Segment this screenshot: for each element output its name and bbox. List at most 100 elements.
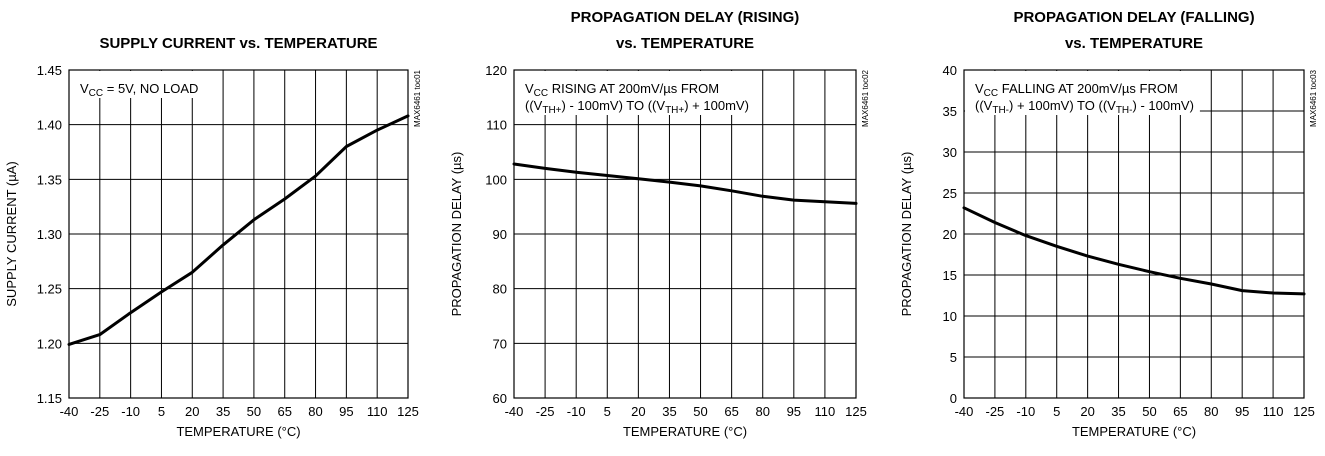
y-tick-label: 0 — [950, 391, 957, 406]
annotation-background — [965, 71, 1200, 115]
y-tick-label: 100 — [485, 172, 507, 187]
plot-frame — [963, 69, 1305, 399]
y-tick-label: 15 — [943, 268, 957, 283]
chart-annotation-line: VCC = 5V, NO LOAD — [80, 81, 198, 99]
x-tick-label: 95 — [787, 404, 801, 419]
chart-3: PROPAGATION DELAY (FALLING) vs. TEMPERATU… — [899, 9, 1318, 439]
y-tick-label: 110 — [486, 118, 507, 133]
annotation-subscript: TH+ — [665, 105, 684, 116]
chart-title: SUPPLY CURRENT vs. TEMPERATURE — [99, 35, 377, 52]
y-tick-label: 60 — [493, 391, 507, 406]
plot-frame — [68, 69, 409, 399]
y-tick-label: 1.20 — [37, 336, 62, 351]
data-series-line — [962, 206, 1306, 296]
annotation-text: FALLING AT 200mV/µs FROM — [998, 81, 1178, 96]
x-tick-label: 80 — [308, 404, 322, 419]
x-tick-label: -25 — [986, 404, 1005, 419]
chart-2: PROPAGATION DELAY (RISING) vs. TEMPERATUR… — [449, 9, 870, 439]
x-tick-label: 65 — [724, 404, 738, 419]
y-tick-label: 35 — [943, 104, 957, 119]
x-tick-label: -10 — [1016, 404, 1035, 419]
annotation-subscript: CC — [984, 88, 998, 99]
y-tick-label: 1.40 — [37, 118, 62, 133]
annotation-background — [70, 71, 205, 98]
x-tick-label: 110 — [367, 404, 388, 419]
y-tick-label: 40 — [943, 63, 957, 78]
y-axis-label: PROPAGATION DELAY (µs) — [449, 152, 464, 317]
x-axis-label: TEMPERATURE (°C) — [1072, 424, 1196, 439]
x-tick-label: 20 — [185, 404, 199, 419]
annotation-text: ) + 100mV) — [684, 98, 749, 113]
y-tick-label: 1.15 — [37, 391, 62, 406]
x-tick-label: 65 — [277, 404, 291, 419]
x-tick-label: 65 — [1173, 404, 1187, 419]
y-tick-label: 120 — [485, 63, 507, 78]
annotation-text: V — [80, 81, 89, 96]
chart-annotation-line: VCC RISING AT 200mV/µs FROM — [525, 81, 719, 99]
x-tick-label: -10 — [567, 404, 586, 419]
data-series-line — [67, 114, 410, 346]
x-tick-label: 50 — [1142, 404, 1156, 419]
chart-1: SUPPLY CURRENT vs. TEMPERATURE VCC = 5V, … — [4, 35, 422, 439]
figure-code: MAX6461 toc01 — [413, 69, 422, 126]
annotation-text: ((V — [975, 98, 993, 113]
chart-title: vs. TEMPERATURE — [616, 35, 754, 52]
x-tick-label: 125 — [1293, 404, 1315, 419]
y-tick-label: 70 — [493, 336, 507, 351]
x-tick-label: 35 — [216, 404, 230, 419]
annotation-text: V — [525, 81, 534, 96]
y-axis-label: SUPPLY CURRENT (µA) — [4, 161, 19, 306]
y-tick-label: 1.45 — [37, 63, 62, 78]
annotation-text: ) - 100mV) — [1133, 98, 1194, 113]
x-tick-label: -40 — [60, 404, 79, 419]
x-tick-label: 5 — [158, 404, 165, 419]
annotation-text: ) - 100mV) TO ((V — [562, 98, 666, 113]
x-tick-label: 110 — [815, 404, 836, 419]
x-tick-label: 110 — [1263, 404, 1284, 419]
annotation-text: ((V — [525, 98, 543, 113]
figure-code: MAX6461 toc03 — [1309, 69, 1318, 126]
chart-annotation-line: VCC FALLING AT 200mV/µs FROM — [975, 81, 1178, 99]
x-tick-label: -40 — [955, 404, 974, 419]
annotation-background — [515, 71, 755, 115]
x-axis-label: TEMPERATURE (°C) — [623, 424, 747, 439]
x-tick-label: 125 — [845, 404, 867, 419]
x-tick-label: 125 — [397, 404, 419, 419]
chart-title: PROPAGATION DELAY (FALLING) — [1013, 9, 1254, 26]
y-tick-label: 20 — [943, 227, 957, 242]
chart-annotation-line: ((VTH+) - 100mV) TO ((VTH+) + 100mV) — [525, 98, 749, 116]
y-tick-label: 1.35 — [37, 172, 62, 187]
x-tick-label: 80 — [755, 404, 769, 419]
x-tick-label: 20 — [1080, 404, 1094, 419]
x-tick-label: 95 — [1235, 404, 1249, 419]
annotation-text: RISING AT 200mV/µs FROM — [548, 81, 719, 96]
y-axis-label: PROPAGATION DELAY (µs) — [899, 152, 914, 317]
annotation-subscript: TH+ — [542, 105, 561, 116]
y-tick-label: 5 — [950, 350, 957, 365]
y-tick-label: 90 — [493, 227, 507, 242]
x-tick-label: 50 — [247, 404, 261, 419]
y-tick-label: 25 — [943, 186, 957, 201]
data-series-line — [512, 162, 858, 205]
y-tick-label: 10 — [943, 309, 957, 324]
y-tick-label: 1.25 — [37, 282, 62, 297]
x-tick-label: 95 — [339, 404, 353, 419]
annotation-subscript: TH- — [992, 105, 1009, 116]
chart-title: vs. TEMPERATURE — [1065, 35, 1203, 52]
x-tick-label: -40 — [505, 404, 524, 419]
annotation-text: V — [975, 81, 984, 96]
x-tick-label: -25 — [536, 404, 555, 419]
x-tick-label: 5 — [1053, 404, 1060, 419]
annotation-subscript: TH- — [1116, 105, 1133, 116]
annotation-subscript: CC — [89, 88, 103, 99]
y-tick-label: 1.30 — [37, 227, 62, 242]
annotation-subscript: CC — [534, 88, 548, 99]
figure-code: MAX6461 toc02 — [861, 69, 870, 126]
annotation-text: = 5V, NO LOAD — [103, 81, 198, 96]
x-tick-label: 20 — [631, 404, 645, 419]
annotation-text: ) + 100mV) TO ((V — [1009, 98, 1116, 113]
y-tick-label: 80 — [493, 282, 507, 297]
x-axis-label: TEMPERATURE (°C) — [176, 424, 300, 439]
x-tick-label: 50 — [693, 404, 707, 419]
